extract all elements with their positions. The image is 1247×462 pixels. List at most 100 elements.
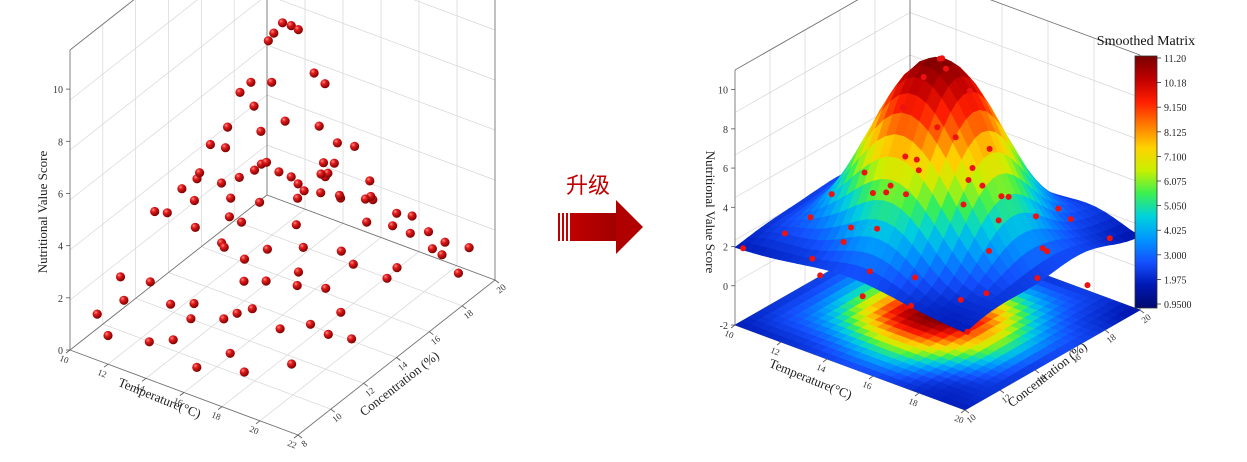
colorbar-tick-label: 11.20 <box>1164 54 1186 65</box>
scatter-point <box>382 273 392 283</box>
scatter-point <box>239 367 249 377</box>
colorbar-ramp <box>1134 55 1158 309</box>
x-tick-label: 18 <box>210 410 223 423</box>
grid-line <box>69 144 268 301</box>
scatter-point <box>269 28 279 38</box>
grid-line <box>734 54 911 156</box>
scatter-point <box>275 324 285 334</box>
overlay-point <box>781 230 788 237</box>
scatter-point <box>224 212 234 222</box>
overlay-point <box>1106 235 1113 242</box>
colorbar-tick-label: 7.100 <box>1164 152 1187 163</box>
grid-line <box>234 220 463 307</box>
z-tick-label: 10 <box>53 85 63 96</box>
scatter-point <box>205 139 215 150</box>
scatter-point <box>220 143 231 153</box>
y-tick-label: 18 <box>1105 332 1119 346</box>
scatter-point <box>437 250 447 260</box>
scatter-point <box>92 309 102 319</box>
overlay-point <box>908 302 915 309</box>
x-tick-mark <box>914 392 920 397</box>
overlay-point <box>807 214 814 221</box>
grid-line <box>909 12 1141 98</box>
scatter-point <box>360 194 370 204</box>
x-tick-label: 10 <box>723 328 736 341</box>
scatter-point <box>336 246 346 256</box>
scatter-point <box>115 272 126 282</box>
x-tick-mark <box>179 392 185 396</box>
overlay-point <box>828 191 835 198</box>
scatter-point <box>314 121 324 131</box>
x-tick-mark <box>217 406 223 410</box>
scatter-point <box>323 168 333 178</box>
grid-line <box>69 0 198 101</box>
overlay-point <box>920 74 927 80</box>
scatter-point <box>423 227 434 237</box>
y-tick-mark <box>1034 369 1040 374</box>
z-tick-label: 2 <box>58 294 63 305</box>
y-tick-mark <box>494 279 500 284</box>
x-tick-label: 20 <box>953 413 966 426</box>
scatter-point <box>323 329 333 339</box>
scatter-point <box>405 228 415 238</box>
axis-edge <box>69 194 268 351</box>
grid-line <box>168 272 397 358</box>
overlay-point <box>965 177 972 183</box>
scatter-point <box>261 157 272 167</box>
y-tick-mark <box>1069 349 1075 354</box>
axis-edge <box>734 0 859 71</box>
scatter-point <box>239 276 249 286</box>
scatter-point <box>362 217 372 227</box>
y-tick-mark <box>461 305 467 310</box>
overlay-point <box>887 182 894 189</box>
scatter3d-x-axis-label: Temperature(°C) <box>116 374 203 421</box>
scatter-point <box>388 221 398 231</box>
x-tick-mark <box>293 434 299 439</box>
x-tick-label: 10 <box>58 353 71 366</box>
scatter3d-gridlines <box>69 0 496 436</box>
colorbar-tick-label: 3.000 <box>1164 251 1187 262</box>
colorbar: Smoothed Matrix 11.20 10.18 9.150 8.125 7.10… <box>1097 34 1195 311</box>
colorbar-title: Smoothed Matrix <box>1097 34 1195 49</box>
scatter-point <box>365 176 375 186</box>
overlay-point <box>1005 193 1012 200</box>
scatter-point <box>177 184 187 194</box>
scatter-point <box>219 242 229 252</box>
colorbar-tick-label: 10.18 <box>1164 79 1187 90</box>
surface-mesh <box>734 56 1141 333</box>
scatter-point <box>216 178 227 188</box>
scatter-point <box>291 220 301 230</box>
x-tick-mark <box>141 378 147 382</box>
colorbar-tick-label: 6.075 <box>1164 177 1187 188</box>
overlay-point <box>936 55 943 62</box>
z-tick-label: 0 <box>58 346 63 357</box>
z-tick-label: 8 <box>723 125 728 136</box>
scatter-point <box>293 267 304 277</box>
grid-line <box>266 144 496 231</box>
scatter-point <box>320 79 330 89</box>
scatter-point <box>235 87 245 97</box>
y-tick-label: 8 <box>299 438 309 449</box>
surface3d-z-axis-label: Nutritional Value Score <box>703 151 718 274</box>
colorbar-tick-label: 0.9500 <box>1164 300 1192 311</box>
z-tick-label: 2 <box>723 243 728 254</box>
scatter-point <box>190 222 200 232</box>
scatter-point <box>286 172 296 182</box>
z-tick-label: 6 <box>723 164 728 175</box>
scatter-point <box>392 263 402 273</box>
overlay-point <box>943 65 949 72</box>
grid-line <box>102 323 331 410</box>
scatter-point <box>255 197 265 207</box>
surface3d-overlay-points <box>740 55 1143 335</box>
x-tick-mark <box>255 420 261 425</box>
overlay-point <box>983 290 990 297</box>
x-tick-label: 16 <box>172 395 185 408</box>
scatter-point <box>329 158 339 168</box>
x-tick-mark <box>868 375 874 380</box>
scatter-point <box>336 307 346 317</box>
overlay-point <box>966 87 973 94</box>
grid-line <box>201 246 430 332</box>
x-tick-label: 12 <box>769 345 781 358</box>
scatter-point <box>347 334 357 344</box>
